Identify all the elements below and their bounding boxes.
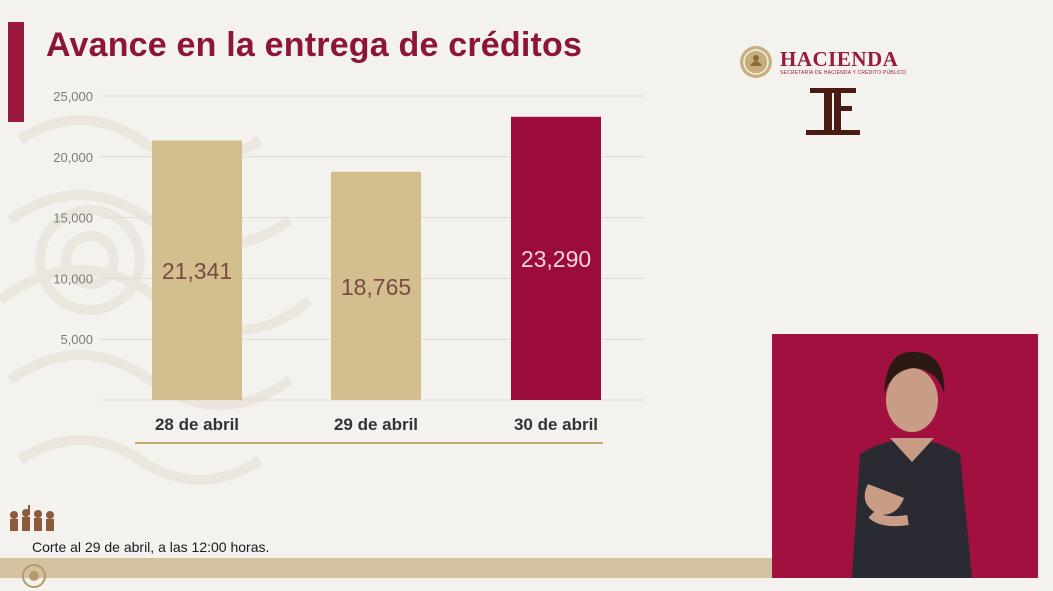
hacienda-logo: HACIENDA SECRETARÍA DE HACIENDA Y CRÉDIT… xyxy=(738,44,918,80)
bar xyxy=(331,171,421,400)
tribunal-tf-icon xyxy=(806,88,860,135)
bar xyxy=(511,116,601,400)
y-tick-label: 10,000 xyxy=(53,271,93,286)
bar-chart: 5,000 10,000 15,000 20,000 25,000 21,341 18,7… xyxy=(53,89,645,444)
y-tick-label: 20,000 xyxy=(53,150,93,165)
y-tick-label: 25,000 xyxy=(53,89,93,104)
data-labels: 21,341 18,765 23,290 xyxy=(162,246,591,300)
bars xyxy=(152,116,601,400)
category-label: 29 de abril xyxy=(334,415,418,434)
hacienda-subtitle: SECRETARÍA DE HACIENDA Y CRÉDITO PÚBLICO xyxy=(780,70,907,76)
category-label: 28 de abril xyxy=(155,415,239,434)
historic-figures-icon xyxy=(10,505,54,531)
y-axis-ticks: 5,000 10,000 15,000 20,000 25,000 xyxy=(53,89,93,347)
y-tick-label: 15,000 xyxy=(53,211,93,226)
footer-strip xyxy=(0,558,772,578)
hacienda-name: HACIENDA xyxy=(780,47,899,71)
interpreter-figure xyxy=(852,351,972,578)
footer-seal-icon xyxy=(22,564,46,588)
mexico-seal-icon xyxy=(740,46,772,78)
accent-bar xyxy=(8,22,24,122)
data-label: 18,765 xyxy=(341,274,411,300)
sign-language-interpreter-video xyxy=(772,334,1038,578)
y-tick-label: 5,000 xyxy=(60,332,93,347)
bar xyxy=(152,140,242,400)
category-label: 30 de abril xyxy=(514,415,598,434)
data-label: 21,341 xyxy=(162,258,232,284)
slide-title: Avance en la entrega de créditos xyxy=(46,26,583,64)
footnote: Corte al 29 de abril, a las 12:00 horas. xyxy=(32,539,270,555)
x-axis-categories: 28 de abril 29 de abril 30 de abril xyxy=(155,415,598,434)
data-label: 23,290 xyxy=(521,246,591,272)
